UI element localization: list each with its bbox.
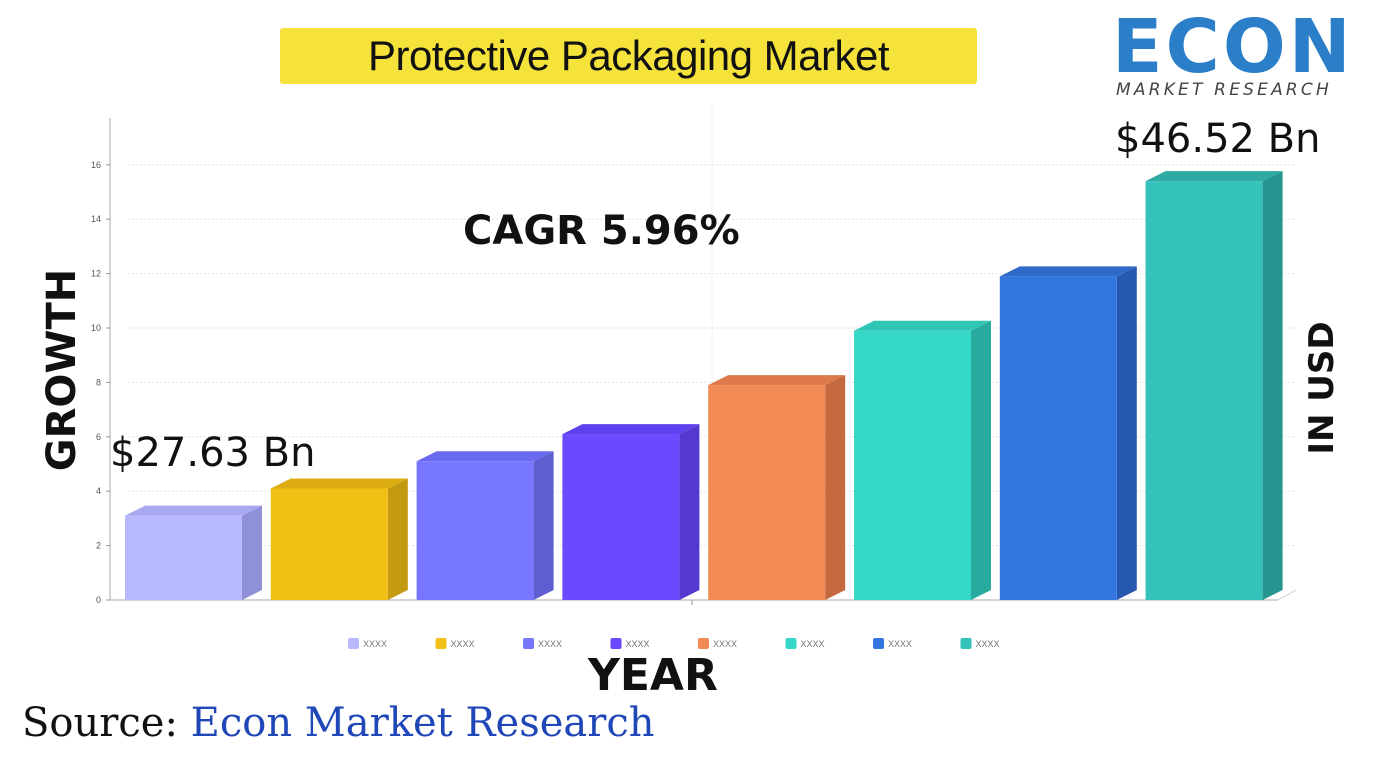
legend-label: XXXX — [976, 639, 1000, 649]
legend-swatch — [698, 638, 709, 649]
source-prefix: Source: — [22, 700, 191, 746]
chart-title-banner: Protective Packaging Market — [280, 28, 977, 84]
bar-top — [1145, 171, 1283, 182]
y-tick-label: 4 — [96, 486, 101, 496]
legend-swatch — [873, 638, 884, 649]
legend-label: XXXX — [626, 639, 650, 649]
y-tick-label: 2 — [96, 541, 101, 551]
y-tick-label: 6 — [96, 432, 101, 442]
bar-top — [999, 266, 1137, 277]
chart-title: Protective Packaging Market — [367, 32, 890, 79]
last-value-annotation: $46.52 Bn — [1115, 116, 1321, 162]
logo-tagline: MARKET RESEARCH — [1116, 80, 1332, 100]
bar-side — [1116, 266, 1137, 600]
legend-swatch — [785, 638, 797, 649]
source-name: Econ Market Research — [190, 700, 655, 746]
y-tick-label: 0 — [96, 595, 101, 605]
bar-top — [125, 505, 262, 516]
bar — [708, 385, 826, 600]
x-axis-depth — [1277, 589, 1297, 601]
y-tick-label: 12 — [91, 269, 101, 279]
logo-brand: ECON — [1112, 4, 1354, 90]
legend-label: XXXX — [538, 639, 562, 649]
legend-swatch — [610, 638, 622, 649]
first-value-annotation: $27.63 Bn — [110, 430, 316, 476]
bar — [854, 330, 971, 600]
bar-side — [825, 375, 846, 600]
y-axis-label: GROWTH — [39, 268, 85, 472]
bar — [999, 276, 1117, 600]
y-tick-label: 8 — [96, 377, 101, 387]
econ-logo: ECON MARKET RESEARCH — [1112, 6, 1374, 101]
bar — [562, 434, 680, 600]
bar — [1145, 181, 1263, 600]
bar-side — [679, 424, 700, 600]
bar-side — [971, 320, 991, 600]
legend-swatch — [435, 638, 447, 649]
bar-side — [387, 478, 408, 600]
legend-swatch — [960, 638, 972, 649]
bar-side — [533, 451, 554, 600]
source-line: Source: Econ Market Research — [22, 700, 655, 746]
bar — [270, 488, 388, 600]
legend-label: XXXX — [451, 639, 475, 649]
bar — [125, 515, 242, 600]
right-axis-label: IN USD — [1302, 321, 1342, 455]
x-axis-label: YEAR — [588, 650, 718, 701]
legend-swatch — [523, 638, 534, 649]
y-tick-label: 14 — [91, 214, 101, 224]
legend-label: XXXX — [363, 639, 387, 649]
bar-top — [854, 320, 991, 331]
bar-side — [242, 505, 262, 600]
legend-swatch — [348, 638, 359, 649]
bar-top — [416, 451, 554, 462]
y-tick-label: 10 — [91, 323, 101, 333]
y-tick-label: 16 — [91, 160, 101, 170]
bar-side — [1262, 171, 1283, 600]
bar-top — [708, 375, 846, 386]
legend-label: XXXX — [713, 639, 737, 649]
bar-top — [562, 424, 700, 435]
bar — [416, 461, 534, 600]
bar-top — [270, 478, 408, 489]
legend-label: XXXX — [801, 639, 825, 649]
cagr-annotation: CAGR 5.96% — [463, 208, 740, 254]
legend-label: XXXX — [888, 639, 912, 649]
